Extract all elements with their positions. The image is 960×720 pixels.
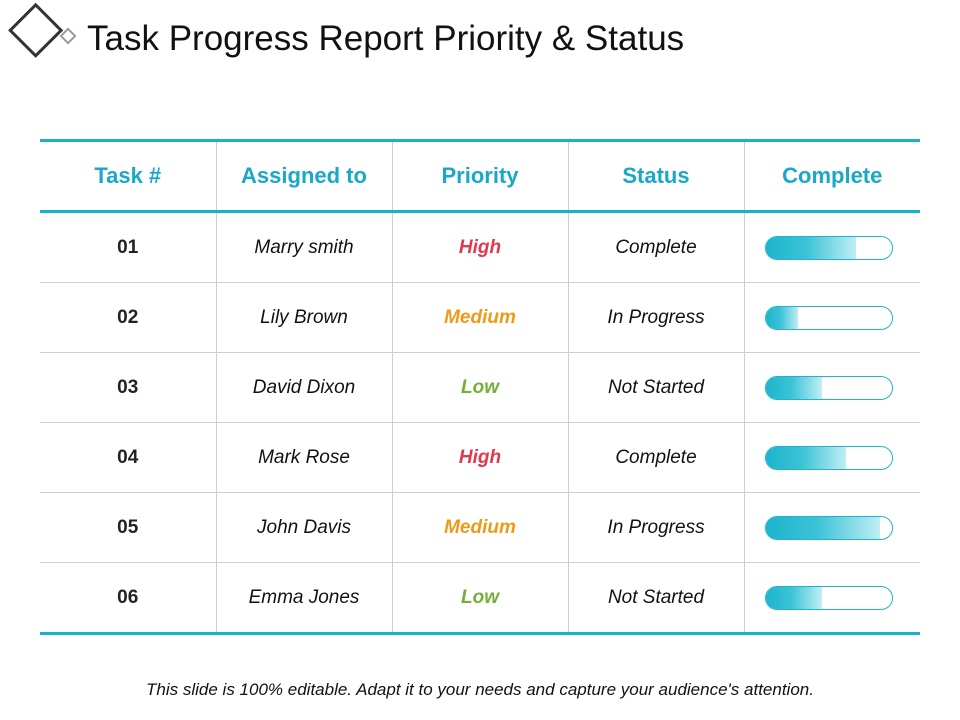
column-header-status: Status: [567, 140, 744, 213]
page-title: Task Progress Report Priority & Status: [87, 19, 685, 58]
footnote: This slide is 100% editable. Adapt it to…: [146, 680, 814, 699]
complete-cell: [743, 211, 920, 283]
priority-label: Medium: [391, 492, 568, 563]
assigned-to: Emma Jones: [215, 562, 392, 634]
priority-label: Low: [391, 352, 568, 423]
complete-cell: [743, 422, 920, 493]
priority-label: Medium: [391, 282, 568, 353]
task-number: 03: [40, 352, 216, 423]
complete-cell: [743, 492, 920, 563]
column-header-task: Task #: [40, 140, 216, 213]
task-progress-table: Task # Assigned to Priority Status Compl…: [40, 139, 920, 635]
status-label: Not Started: [567, 352, 744, 423]
task-number: 06: [40, 562, 216, 634]
progress-bar: [764, 235, 893, 260]
complete-cell: [743, 562, 920, 634]
table-row: 05 John Davis Medium In Progress: [40, 492, 920, 563]
complete-cell: [743, 352, 920, 423]
column-header-priority: Priority: [391, 140, 568, 213]
status-label: Complete: [567, 211, 744, 283]
priority-label: Low: [391, 562, 568, 634]
complete-cell: [743, 282, 920, 353]
task-number: 02: [40, 282, 216, 353]
progress-bar-fill: [765, 516, 881, 539]
assigned-to: David Dixon: [215, 352, 392, 423]
table-row: 03 David Dixon Low Not Started: [40, 352, 920, 423]
progress-bar-fill: [765, 236, 857, 259]
progress-bar: [764, 445, 893, 470]
priority-label: High: [391, 211, 568, 283]
column-header-assigned: Assigned to: [215, 140, 392, 213]
progress-bar-fill: [765, 376, 823, 399]
progress-bar: [764, 515, 893, 540]
task-number: 04: [40, 422, 216, 493]
progress-bar-fill: [765, 446, 847, 469]
task-number: 01: [117, 236, 139, 258]
double-diamond-icon: [8, 2, 77, 58]
table-row: 06 Emma Jones Low Not Started: [40, 562, 920, 634]
progress-bar: [764, 585, 893, 610]
table-row: 04 Mark Rose High Complete: [40, 422, 920, 493]
status-label: Complete: [567, 422, 744, 493]
task-number: 05: [40, 492, 216, 563]
table-row: 02 Lily Brown Medium In Progress: [40, 282, 920, 353]
progress-bar-fill: [765, 586, 823, 609]
table-row: 01 Marry smith High Complete: [40, 211, 920, 283]
progress-bar: [764, 375, 893, 400]
progress-bar: [764, 305, 893, 330]
assigned-to: Lily Brown: [215, 282, 392, 353]
status-label: Not Started: [567, 562, 744, 634]
assigned-to: Marry smith: [215, 211, 392, 283]
assigned-to: John Davis: [215, 492, 392, 563]
progress-bar-fill: [765, 306, 799, 329]
status-label: In Progress: [567, 282, 744, 353]
column-header-complete: Complete: [743, 140, 920, 213]
table-header-row: Task # Assigned to Priority Status Compl…: [40, 140, 920, 213]
assigned-to: Mark Rose: [215, 422, 392, 493]
priority-label: High: [391, 422, 568, 493]
status-label: In Progress: [567, 492, 744, 563]
